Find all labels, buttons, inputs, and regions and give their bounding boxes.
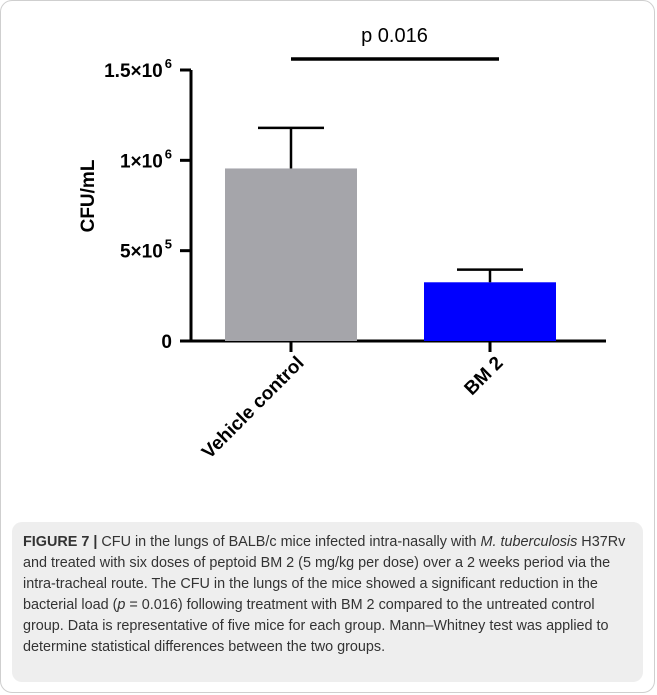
y-axis: 0 5×10 5 1×10 6 1.5×10 6 bbox=[104, 56, 193, 353]
significance-label: p 0.016 bbox=[361, 25, 428, 47]
significance: p 0.016 bbox=[291, 25, 499, 61]
bar bbox=[225, 168, 357, 341]
caption-label: FIGURE 7 | bbox=[23, 534, 98, 550]
caption-text-3: = 0.016) following treatment with BM 2 c… bbox=[23, 597, 609, 655]
y-axis-label: CFU/mL bbox=[78, 159, 99, 232]
caption-text-2: H37Rv and treated with six doses of pept… bbox=[23, 534, 626, 613]
y-tick-label: 1×10 6 bbox=[120, 146, 172, 172]
y-tick-label: 5×10 5 bbox=[120, 237, 172, 263]
x-axis: Vehicle control BM 2 bbox=[190, 339, 606, 463]
caption-text-1: CFU in the lungs of BALB/c mice infected… bbox=[97, 534, 481, 550]
bars bbox=[225, 168, 556, 341]
x-ticks: Vehicle control BM 2 bbox=[198, 341, 508, 463]
bar bbox=[424, 282, 556, 341]
x-tick-label: BM 2 bbox=[461, 353, 508, 400]
y-ticks: 0 5×10 5 1×10 6 1.5×10 6 bbox=[104, 56, 191, 353]
figure-caption: FIGURE 7 | CFU in the lungs of BALB/c mi… bbox=[12, 522, 643, 682]
y-tick-label: 0 bbox=[161, 332, 172, 353]
bar-chart: 0 5×10 5 1×10 6 1.5×10 6 Vehicle control BM 2 p… bbox=[78, 25, 606, 463]
error-bars bbox=[258, 126, 523, 283]
caption-p-symbol: p bbox=[117, 597, 126, 613]
y-tick-label: 1.5×10 6 bbox=[104, 56, 172, 82]
x-tick-label: Vehicle control bbox=[198, 353, 308, 463]
caption-organism: M. tuberculosis bbox=[480, 534, 578, 550]
